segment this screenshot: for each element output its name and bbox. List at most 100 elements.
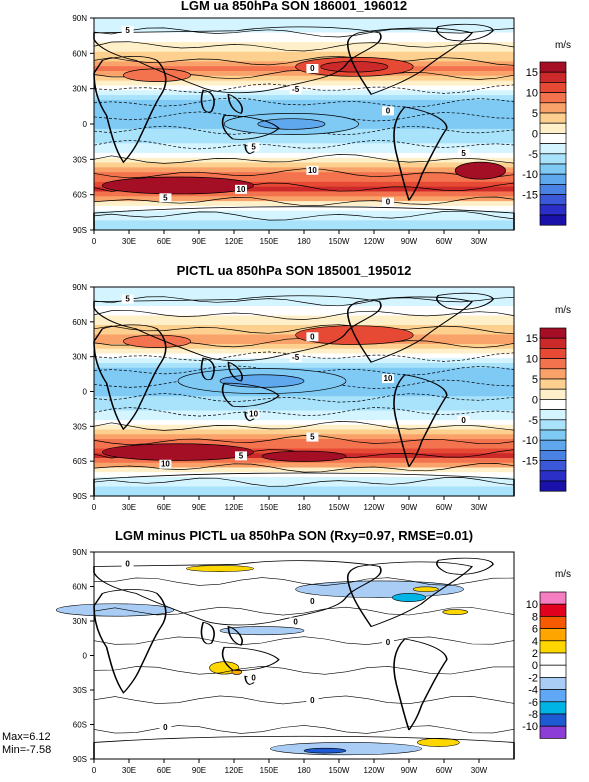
y-tick-label: 60S — [73, 721, 87, 730]
colorbar-swatch — [539, 399, 567, 410]
colorbar-label: 8 — [532, 611, 538, 623]
field-band — [94, 191, 514, 197]
contour-region — [102, 176, 254, 195]
colorbar-swatch — [539, 603, 567, 617]
contour-label-box — [159, 723, 172, 733]
colorbar-swatch — [539, 348, 567, 359]
field-band — [94, 225, 514, 231]
x-tick-label: 60W — [436, 503, 453, 512]
colorbar-swatch — [539, 409, 567, 421]
colorbar-swatch — [539, 153, 567, 165]
x-tick-label: 0 — [92, 503, 97, 512]
anomaly-region — [303, 747, 347, 754]
contour-label-box — [121, 294, 134, 304]
field-band — [94, 396, 514, 402]
field-band — [94, 201, 514, 207]
colorbar-label: 5 — [532, 374, 538, 386]
colorbar-label: -10 — [522, 435, 538, 447]
contour-label-box — [289, 617, 302, 627]
x-tick-label: 30E — [122, 503, 136, 512]
colorbar-swatch — [539, 616, 567, 629]
y-tick-label: 60S — [73, 457, 87, 466]
y-tick-label: 0 — [83, 388, 88, 397]
colorbar-label: -5 — [528, 415, 538, 427]
contour-line — [93, 606, 515, 616]
y-tick-label: 60N — [72, 49, 87, 58]
colorbar-swatch — [539, 429, 567, 441]
field-band — [94, 27, 514, 34]
contour-label-box — [289, 353, 302, 363]
colorbar-swatch — [539, 204, 567, 216]
contour-line — [93, 695, 515, 705]
x-tick-label: 120E — [225, 503, 244, 512]
contour-line — [93, 393, 515, 403]
colorbar-label: 6 — [532, 624, 538, 636]
contour-label: 0 — [163, 723, 168, 732]
anomaly-region — [219, 626, 305, 636]
field-band — [94, 344, 514, 350]
colorbar-swatch — [539, 122, 567, 134]
x-tick-label: 120W — [364, 766, 385, 775]
field-band — [94, 220, 514, 226]
contour-line — [93, 196, 515, 207]
y-tick-label: 30S — [73, 422, 87, 431]
contour-label-box — [306, 165, 319, 175]
field-band — [94, 486, 514, 492]
field-band — [94, 95, 514, 101]
colorbar-swatch — [539, 689, 567, 703]
contour-label: 10 — [308, 166, 317, 175]
colorbar-swatch — [539, 460, 567, 472]
contour-line — [93, 55, 515, 66]
field-band — [94, 99, 514, 106]
y-tick-label: 90S — [73, 755, 87, 764]
field-band — [94, 481, 514, 488]
y-tick-label: 60N — [72, 318, 87, 327]
colorbar-swatch — [539, 677, 567, 690]
field-band — [94, 143, 514, 149]
field-band — [94, 152, 514, 159]
contour-label: 5 — [310, 433, 315, 442]
contour-line — [93, 168, 515, 179]
x-tick-label: 60E — [157, 237, 171, 246]
contour-label-box — [306, 332, 319, 342]
colorbar-label: 10 — [526, 599, 538, 611]
contour-label-box — [235, 184, 247, 194]
panel-3 — [56, 552, 566, 763]
y-tick-label: 60N — [72, 583, 87, 592]
field-band — [94, 205, 514, 212]
contour-line — [93, 421, 515, 431]
contour-label-box — [382, 638, 394, 648]
field-band — [94, 491, 514, 497]
colorbar-swatch — [539, 388, 567, 400]
colorbar-label: 0 — [532, 128, 538, 140]
colorbar-swatch — [539, 214, 567, 226]
contour-line — [93, 27, 515, 38]
colorbar-label: -10 — [522, 721, 538, 733]
contour-line — [93, 324, 515, 335]
colorbar-label: -10 — [522, 169, 538, 181]
colorbar-swatch — [539, 173, 567, 185]
field-band — [94, 410, 514, 416]
x-tick-label: 120E — [225, 237, 244, 246]
x-tick-label: 60W — [436, 237, 453, 246]
colorbar-swatch — [539, 368, 567, 380]
colorbar-units: m/s — [555, 305, 571, 316]
colorbar-swatch — [539, 82, 567, 93]
field-band — [94, 157, 514, 164]
colorbar-swatch — [539, 378, 567, 390]
anomaly-region — [270, 742, 422, 756]
field-band — [94, 104, 514, 111]
colorbar-swatch — [539, 163, 567, 175]
x-tick-label: 150E — [260, 503, 279, 512]
y-tick-label: 0 — [83, 120, 88, 129]
panel-title-2: PICTL ua 850hPa SON 185001_195012 — [177, 263, 412, 278]
colorbar-swatch — [539, 133, 567, 144]
contour-region — [261, 450, 347, 462]
colorbar-swatch — [539, 701, 567, 715]
contour-label: 0 — [310, 332, 315, 341]
x-tick-label: 30W — [471, 237, 488, 246]
colorbar-swatch — [539, 143, 567, 155]
x-tick-label: 150E — [260, 766, 279, 775]
x-tick-label: 60W — [436, 766, 453, 775]
contour-label: 10 — [249, 410, 258, 419]
